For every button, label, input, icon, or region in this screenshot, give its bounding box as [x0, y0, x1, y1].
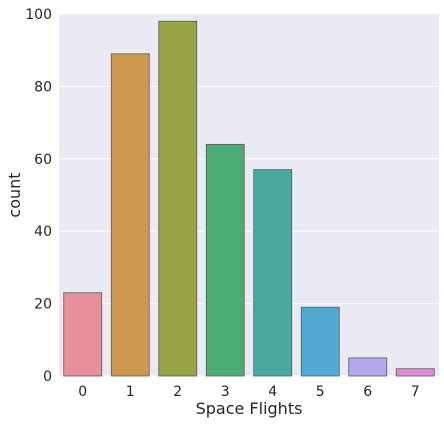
x-tick-label: 4: [268, 384, 277, 400]
bar-5: [300, 306, 340, 377]
y-tick-label: 20: [34, 297, 52, 313]
bar-2: [158, 20, 198, 377]
x-tick-label: 5: [316, 384, 325, 400]
y-axis-label: count: [5, 172, 24, 217]
bars: [63, 20, 435, 377]
bar-3: [205, 143, 245, 377]
bar-0: [63, 292, 103, 377]
y-tick-label: 40: [34, 224, 52, 240]
x-tick-label: 6: [363, 384, 372, 400]
y-tick-label: 80: [34, 79, 52, 95]
y-tick-label: 60: [34, 152, 52, 168]
x-tick-labels: 0 1 2 3 4 5 6 7: [78, 384, 419, 400]
x-axis-label: Space Flights: [196, 399, 303, 418]
y-tick-labels: 0 20 40 60 80 100: [25, 7, 52, 385]
y-tick-label: 0: [43, 369, 52, 385]
bar-7: [395, 368, 435, 377]
bar-4: [253, 169, 293, 377]
x-tick-label: 1: [126, 384, 135, 400]
bar-6: [348, 357, 388, 377]
x-tick-label: 2: [173, 384, 182, 400]
bar-1: [110, 53, 150, 377]
y-tick-label: 100: [25, 7, 52, 23]
x-tick-label: 3: [221, 384, 230, 400]
x-tick-label: 0: [78, 384, 87, 400]
x-tick-label: 7: [411, 384, 420, 400]
